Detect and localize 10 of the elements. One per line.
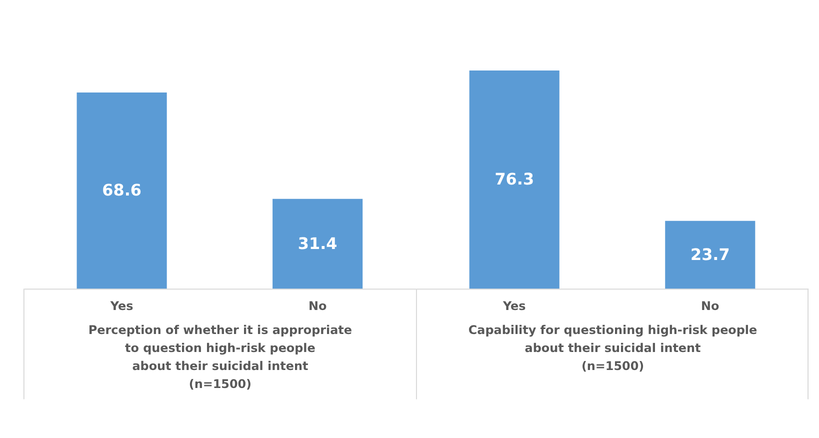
x-axis-title: Capability for questioning high-risk people about their suicidal intent (n=1500) [468,323,758,373]
x-tick-label: Yes [109,299,134,314]
x-tick-label: Yes [502,299,526,314]
data-label: 23.7 [690,244,730,264]
x-tick-label: No [308,299,327,314]
x-tick-label: No [701,299,720,314]
x-axis-title: Perception of whether it is appropriate to question high-risk people about their suicidal intent (n=1500) [88,323,352,391]
data-label: 76.3 [494,170,534,189]
data-label: 31.4 [298,234,338,253]
data-label: 68.6 [102,180,142,200]
